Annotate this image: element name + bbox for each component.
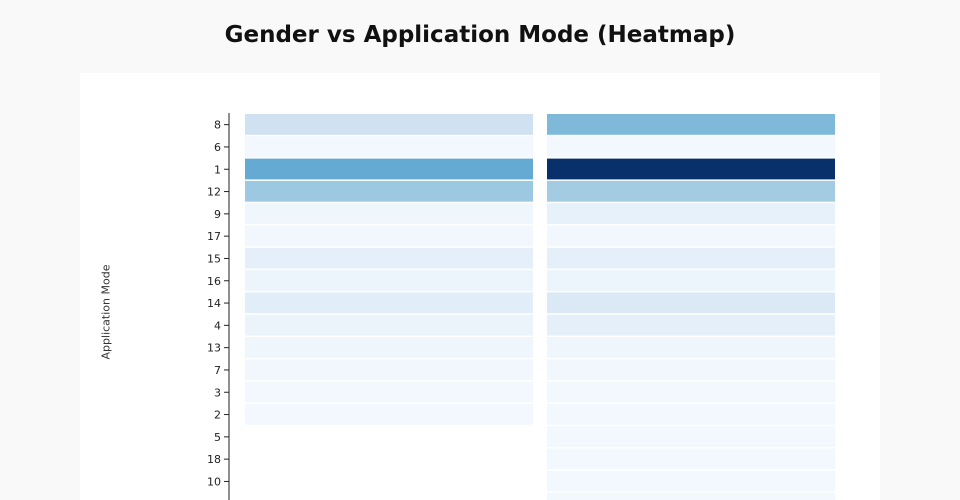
y-tick-label-4: 4 <box>214 319 221 332</box>
heatmap-cell-1-0[interactable] <box>245 158 533 180</box>
heatmap-cell-6-0[interactable] <box>245 136 533 158</box>
heatmap-cell-2-1[interactable] <box>547 403 835 425</box>
chart-title: Gender vs Application Mode (Heatmap) <box>224 22 736 48</box>
heatmap-cell-3-1[interactable] <box>547 381 835 403</box>
heatmap-cells <box>245 114 835 500</box>
heatmap-cell-3-0[interactable] <box>245 381 533 403</box>
y-tick-label-14: 14 <box>207 297 221 310</box>
y-tick-label-2: 2 <box>214 409 221 422</box>
heatmap-cell-1-1[interactable] <box>547 158 835 180</box>
heatmap-cell-6-1[interactable] <box>547 136 835 158</box>
y-axis: 8 6 1 12 9 17 15 16 14 4 13 7 3 2 5 18 10 11 <box>207 113 230 500</box>
heatmap-cell-15-0[interactable] <box>245 247 533 269</box>
heatmap-cell-10-1[interactable] <box>547 470 835 492</box>
heatmap-cell-9-1[interactable] <box>547 203 835 224</box>
y-tick-label-12: 12 <box>207 186 221 199</box>
heatmap-cell-12-0[interactable] <box>245 180 533 202</box>
heatmap-cell-4-1[interactable] <box>547 314 835 336</box>
heatmap-cell-18-1[interactable] <box>547 448 835 470</box>
heatmap-cell-13-0[interactable] <box>245 337 533 358</box>
y-tick-label-11: 11 <box>207 498 221 500</box>
heatmap-cell-11-1[interactable] <box>547 493 835 500</box>
y-tick-label-16: 16 <box>207 275 221 288</box>
y-tick-label-13: 13 <box>207 342 221 355</box>
y-tick-label-18: 18 <box>207 453 221 466</box>
heatmap-cell-14-1[interactable] <box>547 292 835 314</box>
y-tick-label-10: 10 <box>207 475 221 488</box>
heatmap-cell-13-1[interactable] <box>547 337 835 358</box>
heatmap-cell-4-0[interactable] <box>245 314 533 336</box>
heatmap-cell-9-0[interactable] <box>245 203 533 224</box>
heatmap-cell-5-1[interactable] <box>547 426 835 447</box>
y-tick-label-17: 17 <box>207 230 221 243</box>
y-tick-label-9: 9 <box>214 208 221 221</box>
y-tick-label-8: 8 <box>214 119 221 132</box>
heatmap-cell-16-0[interactable] <box>245 270 533 291</box>
heatmap-cell-2-0[interactable] <box>245 403 533 425</box>
heatmap-cell-15-1[interactable] <box>547 247 835 269</box>
heatmap-cell-16-1[interactable] <box>547 270 835 291</box>
heatmap-cell-8-0[interactable] <box>245 114 533 135</box>
heatmap-cell-7-0[interactable] <box>245 359 533 381</box>
heatmap-cell-14-0[interactable] <box>245 292 533 314</box>
heatmap-cell-17-0[interactable] <box>245 225 533 247</box>
y-tick-label-7: 7 <box>214 364 221 377</box>
y-tick-label-5: 5 <box>214 431 221 444</box>
heatmap-cell-8-1[interactable] <box>547 114 835 135</box>
y-tick-label-1: 1 <box>214 163 221 176</box>
heatmap-cell-7-1[interactable] <box>547 359 835 381</box>
y-tick-label-6: 6 <box>214 141 221 154</box>
heatmap-cell-17-1[interactable] <box>547 225 835 247</box>
y-tick-label-15: 15 <box>207 252 221 265</box>
heatmap-cell-12-1[interactable] <box>547 180 835 202</box>
y-tick-label-3: 3 <box>214 386 221 399</box>
